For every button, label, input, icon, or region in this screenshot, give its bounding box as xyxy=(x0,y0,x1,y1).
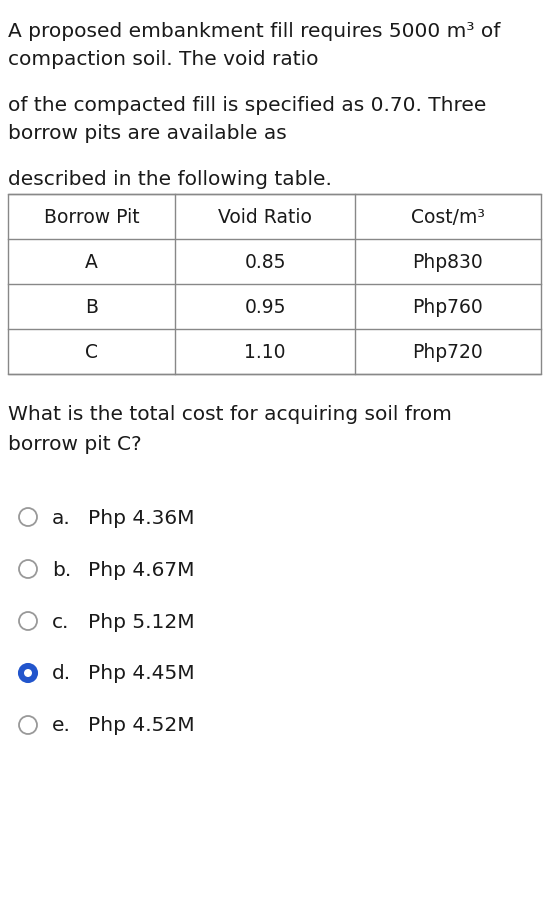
Circle shape xyxy=(19,664,37,682)
Text: Php 5.12M: Php 5.12M xyxy=(88,612,195,630)
Text: Php720: Php720 xyxy=(413,343,483,361)
Circle shape xyxy=(19,716,37,734)
Text: A proposed embankment fill requires 5000 m³ of: A proposed embankment fill requires 5000… xyxy=(8,22,500,41)
Circle shape xyxy=(19,612,37,630)
Text: Php 4.67M: Php 4.67M xyxy=(88,560,194,579)
Text: a.: a. xyxy=(52,508,71,527)
Text: 0.95: 0.95 xyxy=(244,298,285,317)
Text: d.: d. xyxy=(52,664,71,683)
Circle shape xyxy=(24,669,32,677)
Text: described in the following table.: described in the following table. xyxy=(8,170,332,188)
Text: Php760: Php760 xyxy=(413,298,483,317)
Text: 0.85: 0.85 xyxy=(244,253,285,272)
Text: 1.10: 1.10 xyxy=(244,343,285,361)
Text: Void Ratio: Void Ratio xyxy=(218,208,312,227)
Text: Php 4.36M: Php 4.36M xyxy=(88,508,194,527)
Text: borrow pits are available as: borrow pits are available as xyxy=(8,124,287,142)
Text: Php830: Php830 xyxy=(413,253,483,272)
Text: compaction soil. The void ratio: compaction soil. The void ratio xyxy=(8,50,318,69)
Text: C: C xyxy=(85,343,98,361)
Text: e.: e. xyxy=(52,716,71,734)
Text: Php 4.45M: Php 4.45M xyxy=(88,664,195,683)
Circle shape xyxy=(19,561,37,578)
Text: c.: c. xyxy=(52,612,69,630)
Text: A: A xyxy=(85,253,98,272)
Text: of the compacted fill is specified as 0.70. Three: of the compacted fill is specified as 0.… xyxy=(8,96,486,115)
Text: What is the total cost for acquiring soil from: What is the total cost for acquiring soi… xyxy=(8,404,452,424)
Text: b.: b. xyxy=(52,560,71,579)
Circle shape xyxy=(19,508,37,527)
Bar xyxy=(8,195,541,375)
Text: Borrow Pit: Borrow Pit xyxy=(44,208,139,227)
Text: Cost/m³: Cost/m³ xyxy=(411,208,485,227)
Text: Php 4.52M: Php 4.52M xyxy=(88,716,195,734)
Text: borrow pit C?: borrow pit C? xyxy=(8,435,142,453)
Text: B: B xyxy=(85,298,98,317)
